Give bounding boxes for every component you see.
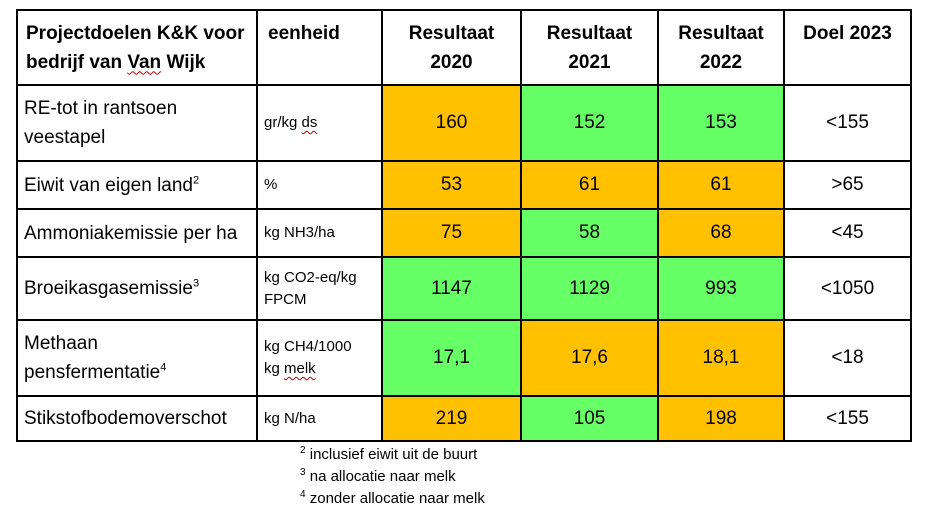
value-2022: 993 [657, 256, 785, 321]
value-target: <18 [783, 319, 912, 397]
table-row: Eiwit van eigen land2 % 53 61 61 >65 [16, 160, 912, 210]
row-unit: % [256, 160, 383, 210]
row-footnote-ref: 2 [193, 174, 200, 187]
header-unit: eenheid [256, 9, 383, 86]
footnote: 4 zonder allocatie naar melk [300, 488, 485, 510]
value-target: <1050 [783, 256, 912, 321]
footnote-number: 4 [300, 489, 306, 500]
row-unit: kg N/ha [256, 395, 383, 442]
value-target: <155 [783, 395, 912, 442]
header-2021-l1: Resultaat [546, 22, 633, 44]
table-header-row: Projectdoelen K&K voor bedrijf van Van W… [16, 9, 912, 86]
header-goal: Projectdoelen K&K voor bedrijf van Van W… [16, 9, 258, 86]
header-2022: Resultaat 2022 [657, 9, 785, 86]
footnote-text: inclusief eiwit uit de buurt [305, 446, 478, 463]
table-row: Ammoniakemissie per ha kg NH3/ha 75 58 6… [16, 208, 912, 258]
value-2020: 17,1 [381, 319, 522, 397]
row-unit: kg NH3/ha [256, 208, 383, 258]
row-unit-l2-squig: melk [284, 360, 316, 377]
header-target: Doel 2023 [783, 9, 912, 86]
value-2021: 61 [520, 160, 659, 210]
footnote-number: 3 [300, 467, 306, 478]
row-name-l2: pensfermentatie [24, 362, 161, 383]
table-row: Stikstofbodemoverschot kg N/ha 219 105 1… [16, 395, 912, 442]
row-name-l1: Methaan [24, 333, 98, 354]
row-name-text: Broeikasgasemissie [24, 278, 193, 299]
value-2020: 1147 [381, 256, 522, 321]
row-name: Ammoniakemissie per ha [16, 208, 258, 258]
header-2022-l1: Resultaat [678, 22, 764, 44]
row-unit-l2: FPCM [264, 290, 307, 308]
row-unit-squig: ds [301, 114, 318, 131]
row-footnote-ref: 3 [192, 277, 200, 290]
row-name: RE-tot in rantsoen veestapel [16, 84, 258, 162]
footnote: 3 na allocatie naar melk [300, 466, 485, 488]
value-2020: 53 [381, 160, 522, 210]
value-2022: 68 [657, 208, 785, 258]
value-target: >65 [783, 160, 912, 210]
row-name-text: Ammoniakemissie per ha [24, 222, 238, 244]
header-2020-l2: 2020 [430, 51, 473, 73]
header-2021-l2: 2021 [568, 51, 611, 73]
footnotes: 2 inclusief eiwit uit de buurt 3 na allo… [300, 444, 485, 510]
header-goal-line2-squig: Van [127, 51, 162, 73]
header-goal-line1: Projectdoelen K&K voor [26, 22, 245, 44]
header-2020: Resultaat 2020 [381, 9, 522, 86]
value-2020: 75 [381, 208, 522, 258]
value-2020: 219 [381, 395, 522, 442]
header-2022-l2: 2022 [699, 51, 743, 73]
value-2021: 17,6 [520, 319, 659, 397]
value-2021: 58 [520, 208, 659, 258]
row-name-text: Stikstofbodemoverschot [24, 408, 227, 429]
value-2022: 18,1 [657, 319, 785, 397]
row-name-text: RE-tot in rantsoen veestapel [24, 98, 178, 148]
header-2021: Resultaat 2021 [520, 9, 659, 86]
row-name: Broeikasgasemissie3 [16, 256, 258, 321]
footnote-text: zonder allocatie naar melk [305, 490, 485, 507]
header-target-label: Doel 2023 [803, 22, 892, 44]
value-2021: 1129 [520, 256, 659, 321]
row-unit-l2-pre: kg [264, 360, 285, 377]
row-footnote-ref: 4 [160, 361, 167, 374]
row-unit-l1: kg CH4/1000 [264, 338, 352, 355]
row-unit: kg CH4/1000 kg melk [256, 319, 383, 397]
value-2021: 152 [520, 84, 659, 162]
header-goal-line2-pre: bedrijf van [26, 51, 128, 73]
row-unit-l1: kg CO2-eq/kg [264, 268, 357, 286]
value-target: <155 [783, 84, 912, 162]
row-unit: kg CO2-eq/kg FPCM [256, 256, 383, 321]
results-table: Projectdoelen K&K voor bedrijf van Van W… [16, 9, 912, 442]
row-name-text: Eiwit van eigen land [24, 174, 193, 196]
footnote: 2 inclusief eiwit uit de buurt [300, 444, 485, 466]
table-row: Methaan pensfermentatie4 kg CH4/1000 kg me… [16, 319, 912, 397]
value-2022: 198 [657, 395, 785, 442]
footnote-text: na allocatie naar melk [305, 468, 456, 485]
value-2022: 61 [657, 160, 785, 210]
row-name: Eiwit van eigen land2 [16, 160, 258, 210]
footnote-number: 2 [300, 445, 306, 456]
table-row: Broeikasgasemissie3 kg CO2-eq/kg FPCM 114… [16, 256, 912, 321]
value-2020: 160 [381, 84, 522, 162]
value-2022: 153 [657, 84, 785, 162]
row-unit-pre: gr/kg [264, 114, 302, 131]
row-unit: gr/kg ds [256, 84, 383, 162]
table-row: RE-tot in rantsoen veestapel gr/kg ds 16… [16, 84, 912, 162]
header-2020-l1: Resultaat [408, 22, 495, 44]
row-name: Stikstofbodemoverschot [16, 395, 258, 442]
header-unit-label: eenheid [268, 22, 340, 44]
header-goal-line2-post: Wijk [161, 51, 206, 73]
value-target: <45 [783, 208, 912, 258]
value-2021: 105 [520, 395, 659, 442]
row-name: Methaan pensfermentatie4 [16, 319, 258, 397]
